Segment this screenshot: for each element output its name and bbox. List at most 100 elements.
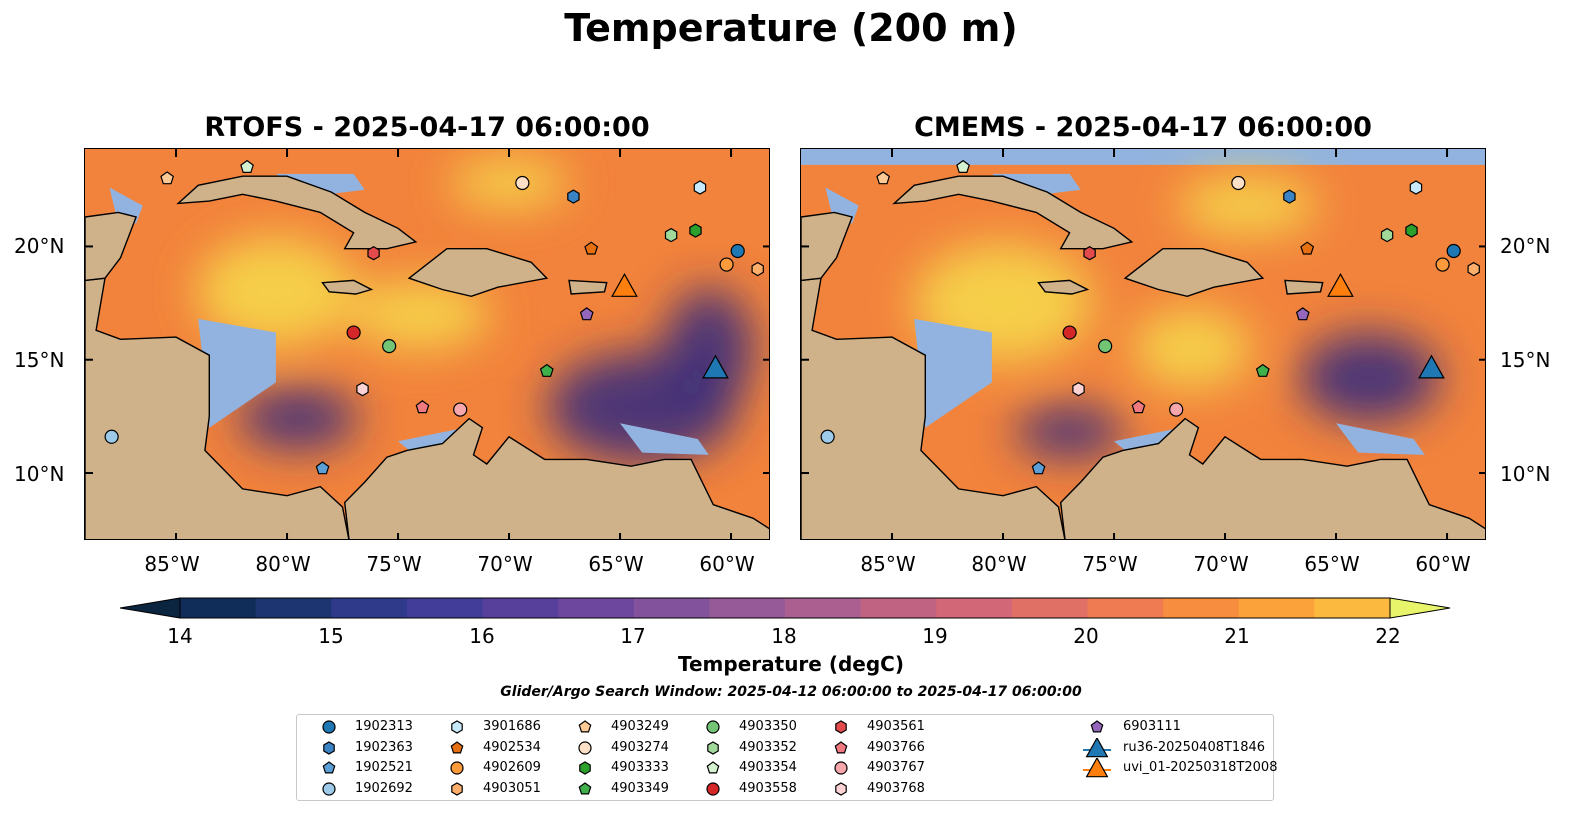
colorbar-tick-18: 18 <box>771 624 797 648</box>
marker-4903354 <box>956 159 970 173</box>
colorbar-segment <box>331 598 408 618</box>
legend-marker <box>706 781 720 796</box>
marker-4903051 <box>751 261 764 277</box>
marker-4903350 <box>1098 339 1113 354</box>
legend-label: 4903274 <box>611 739 669 755</box>
legend-label: ru36-20250408T1846 <box>1123 739 1266 755</box>
legend-hexagon-icon <box>451 781 463 796</box>
legend-label: 1902313 <box>355 719 413 734</box>
temperature-blob <box>1014 407 1125 458</box>
colorbar-tick-17: 17 <box>620 624 646 648</box>
legend: 1902313 1902363 1902521 1902692 3901686 49025… <box>296 714 1277 801</box>
lat-label-15n-left: 15°N <box>14 348 65 372</box>
legend-circle-icon <box>450 761 464 775</box>
marker-3901686 <box>1409 180 1423 195</box>
colorbar-extend-low <box>120 597 181 619</box>
lat-label-15n-right: 15°N <box>1500 348 1551 372</box>
colorbar-tick-20: 20 <box>1073 624 1099 648</box>
marker-6903111 <box>579 307 594 321</box>
marker-4903249 <box>876 171 891 185</box>
marker-4903333 <box>1405 223 1418 238</box>
colorbar-segment <box>255 598 332 618</box>
temperature-blob <box>449 157 570 208</box>
lon-label-85w-left: 85°W <box>144 552 200 576</box>
marker-4903354 <box>240 159 254 173</box>
colorbar-segment <box>482 598 559 618</box>
colorbar-tick-15: 15 <box>318 624 344 648</box>
marker-4902609 <box>1435 257 1450 272</box>
lon-label-70w-left: 70°W <box>477 552 533 576</box>
legend-hexagon-icon <box>835 720 847 734</box>
shallow-water <box>914 318 992 428</box>
legend-hexagon-icon <box>835 781 847 796</box>
legend-marker <box>1083 758 1111 778</box>
shallow-water <box>198 318 276 428</box>
colorbar-tick-16: 16 <box>469 624 495 648</box>
shallow-water <box>620 423 709 455</box>
legend-hexagon-icon <box>579 761 591 775</box>
temperature-blob <box>1299 332 1440 423</box>
marker-4903352 <box>1380 227 1394 243</box>
legend-triangle-icon <box>1085 737 1109 757</box>
legend-label: 4903349 <box>611 780 669 796</box>
colorbar-segment <box>1314 598 1391 618</box>
marker-4902609 <box>719 257 734 272</box>
legend-marker <box>451 781 463 796</box>
lon-label-60w-left: 60°W <box>699 552 755 576</box>
marker-4903768 <box>356 382 369 397</box>
marker-ru36-20250408T1846 <box>702 354 729 379</box>
colorbar-segment <box>406 598 483 618</box>
legend-label: 4903766 <box>867 739 925 755</box>
marker-1902313 <box>730 243 745 259</box>
marker-4903333 <box>689 223 702 238</box>
lon-label-65w-right: 65°W <box>1304 552 1360 576</box>
colorbar-tick-14: 14 <box>167 624 193 648</box>
legend-pentagon-icon <box>578 720 592 733</box>
land-hispaniola <box>407 247 549 298</box>
marker-4903767 <box>1169 402 1184 417</box>
colorbar-tick-22: 22 <box>1375 624 1401 648</box>
legend-marker <box>706 720 720 734</box>
temperature-blob <box>1177 175 1318 236</box>
colorbar-tick-19: 19 <box>922 624 948 648</box>
legend-label: 4903767 <box>867 760 925 775</box>
legend-pentagon-icon <box>1090 720 1104 733</box>
legend-marker <box>706 761 720 774</box>
map-canvas <box>801 149 1485 539</box>
legend-marker <box>578 740 592 755</box>
legend-marker <box>1083 737 1111 757</box>
legend-pentagon-icon <box>322 761 336 774</box>
legend-marker <box>450 761 464 775</box>
marker-1902363 <box>567 189 580 204</box>
legend-hexagon-icon <box>323 740 335 755</box>
marker-4903051 <box>1467 261 1480 277</box>
marker-6903111 <box>1295 307 1310 321</box>
lat-label-10n-right: 10°N <box>1500 462 1551 486</box>
marker-3901686 <box>693 180 707 195</box>
legend-circle-icon <box>322 720 336 734</box>
marker-uvi_01-20250318T2008 <box>611 272 638 297</box>
legend-marker <box>451 720 463 734</box>
marker-4903274 <box>1231 175 1246 191</box>
marker-4903349 <box>539 363 554 377</box>
land-yucatan <box>85 211 138 282</box>
legend-circle-icon <box>706 720 720 734</box>
legend-marker <box>322 720 336 734</box>
legend-triangle-icon <box>1085 758 1109 778</box>
marker-1902313 <box>1446 243 1461 259</box>
legend-label: 4902609 <box>483 760 541 775</box>
land-cuba <box>892 175 1134 250</box>
marker-uvi_01-20250318T2008 <box>1327 272 1354 297</box>
legend-label: 4903051 <box>483 780 541 796</box>
marker-4902534 <box>1300 241 1315 255</box>
land-southam <box>1059 417 1485 539</box>
legend-marker <box>834 761 848 775</box>
lat-label-20n-right: 20°N <box>1500 234 1551 258</box>
legend-pentagon-icon <box>450 740 464 753</box>
land-puertorico <box>568 279 608 295</box>
lon-label-75w-right: 75°W <box>1082 552 1138 576</box>
temperature-blob <box>350 279 491 350</box>
shallow-water <box>1336 423 1425 455</box>
land-jamaica <box>1037 279 1090 295</box>
temperature-blob <box>195 236 356 347</box>
